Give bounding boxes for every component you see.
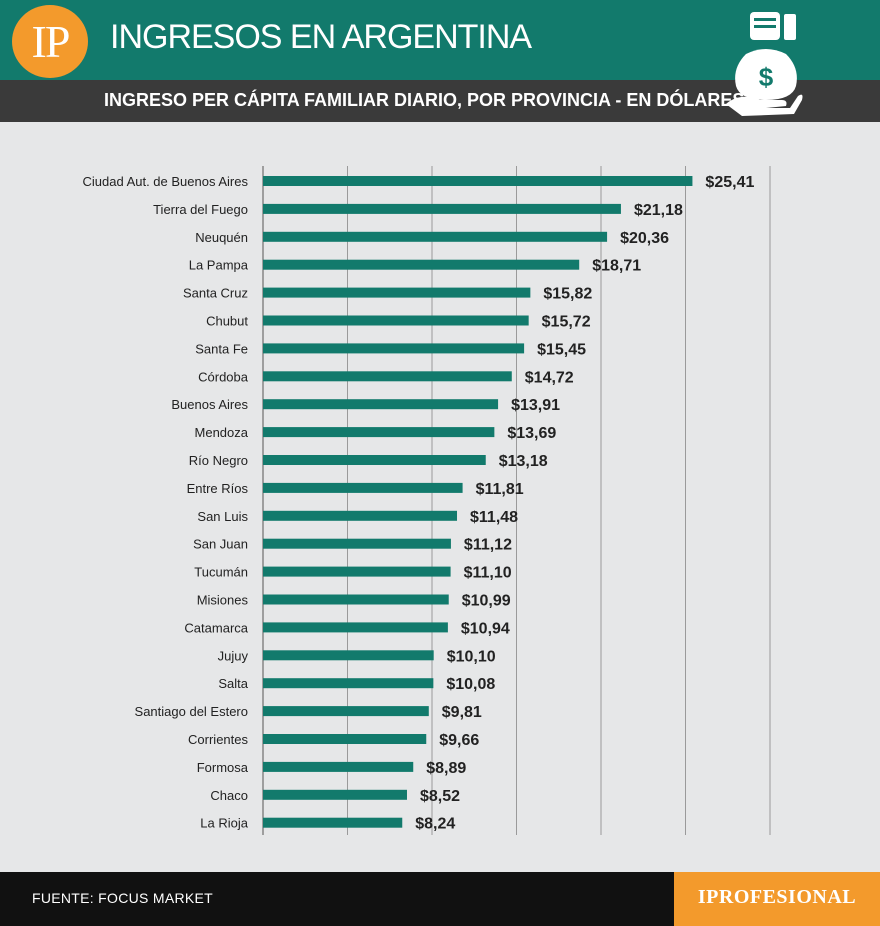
category-label: Río Negro — [189, 453, 248, 468]
footer-bar: FUENTE: FOCUS MARKET IPROFESIONAL — [0, 872, 880, 926]
category-label: Santa Fe — [195, 341, 248, 356]
header-bar: IP INGRESOS EN ARGENTINA — [0, 0, 880, 80]
brand-box: IPROFESIONAL — [674, 872, 880, 926]
category-label: La Pampa — [189, 258, 249, 273]
category-label: San Juan — [193, 537, 248, 552]
data-label: $14,72 — [525, 369, 574, 386]
bar — [263, 538, 451, 549]
subtitle-bar: INGRESO PER CÁPITA FAMILIAR DIARIO, POR … — [0, 80, 880, 122]
data-label: $10,10 — [447, 648, 496, 665]
category-label: Formosa — [197, 760, 249, 775]
data-label: $15,72 — [542, 314, 591, 331]
bar — [263, 510, 458, 521]
category-label: Chaco — [210, 788, 248, 803]
bar — [263, 343, 525, 354]
bar — [263, 287, 531, 298]
bar — [263, 455, 486, 465]
chart-subtitle: INGRESO PER CÁPITA FAMILIAR DIARIO, POR … — [104, 90, 745, 110]
label-layer: Ciudad Aut. de Buenos Aires $25,41 Tierra … — [82, 174, 754, 833]
bar — [263, 761, 414, 772]
data-label: $11,12 — [464, 537, 512, 554]
category-label: Salta — [218, 676, 248, 691]
bar — [263, 176, 693, 186]
data-label: $11,48 — [470, 509, 518, 526]
bar — [263, 371, 512, 382]
bar — [263, 734, 427, 744]
bar — [263, 399, 499, 410]
category-label: Buenos Aires — [171, 397, 248, 412]
bar — [263, 427, 495, 438]
chart-svg: Ciudad Aut. de Buenos Aires $25,41 Tierra … — [82, 166, 771, 835]
category-label: Santa Cruz — [183, 286, 248, 301]
data-label: $15,82 — [543, 286, 592, 303]
data-label: $9,81 — [442, 704, 482, 721]
bar — [263, 789, 407, 800]
data-label: $13,91 — [511, 397, 560, 414]
category-label: Chubut — [206, 314, 248, 329]
page-title: INGRESOS EN ARGENTINA — [110, 18, 532, 56]
category-label: Ciudad Aut. de Buenos Aires — [82, 174, 248, 189]
brand-logo: IPROFESIONAL — [697, 886, 857, 908]
category-label: Catamarca — [184, 620, 248, 635]
data-label: $10,99 — [462, 593, 511, 610]
ip-logo: IP — [12, 5, 88, 78]
bar-chart: Ciudad Aut. de Buenos Aires $25,41 Tierra … — [0, 122, 880, 872]
category-label: Mendoza — [195, 425, 249, 440]
bar-layer — [263, 176, 693, 828]
data-label: $8,24 — [415, 816, 455, 833]
bar — [263, 622, 448, 633]
data-label: $11,10 — [464, 565, 512, 582]
data-label: $20,36 — [620, 230, 669, 247]
category-label: Tucumán — [194, 565, 248, 580]
category-label: Misiones — [197, 593, 249, 608]
data-label: $15,45 — [537, 341, 586, 358]
data-label: $13,69 — [507, 425, 556, 442]
bar — [263, 817, 403, 828]
data-label: $11,81 — [476, 481, 524, 498]
category-label: Córdoba — [198, 369, 249, 384]
svg-text:$: $ — [759, 62, 774, 92]
bar — [263, 594, 449, 605]
category-label: Corrientes — [188, 732, 248, 747]
data-label: $10,94 — [461, 620, 510, 637]
bar — [263, 203, 621, 214]
bar — [263, 259, 580, 270]
money-bag-hand-icon: $ — [720, 8, 804, 118]
category-label: Santiago del Estero — [135, 704, 248, 719]
bar — [263, 706, 429, 717]
data-label: $21,18 — [634, 202, 683, 219]
data-label: $8,52 — [420, 788, 460, 805]
bar — [263, 650, 434, 661]
data-label: $13,18 — [499, 453, 548, 470]
bar — [263, 231, 608, 242]
category-label: La Rioja — [200, 816, 248, 831]
data-label: $25,41 — [705, 174, 754, 191]
category-label: Tierra del Fuego — [153, 202, 248, 217]
category-label: Entre Ríos — [187, 481, 249, 496]
grid-layer — [347, 166, 771, 835]
bar — [263, 678, 434, 689]
source-note: FUENTE: FOCUS MARKET — [32, 890, 214, 906]
bar — [263, 315, 529, 326]
data-label: $8,89 — [426, 760, 466, 777]
bar — [263, 566, 451, 577]
bar — [263, 482, 463, 493]
category-label: Neuquén — [195, 230, 248, 245]
data-label: $10,08 — [446, 676, 495, 693]
category-label: San Luis — [197, 509, 248, 524]
data-label: $18,71 — [592, 258, 641, 275]
category-label: Jujuy — [218, 648, 249, 663]
data-label: $9,66 — [439, 732, 479, 749]
